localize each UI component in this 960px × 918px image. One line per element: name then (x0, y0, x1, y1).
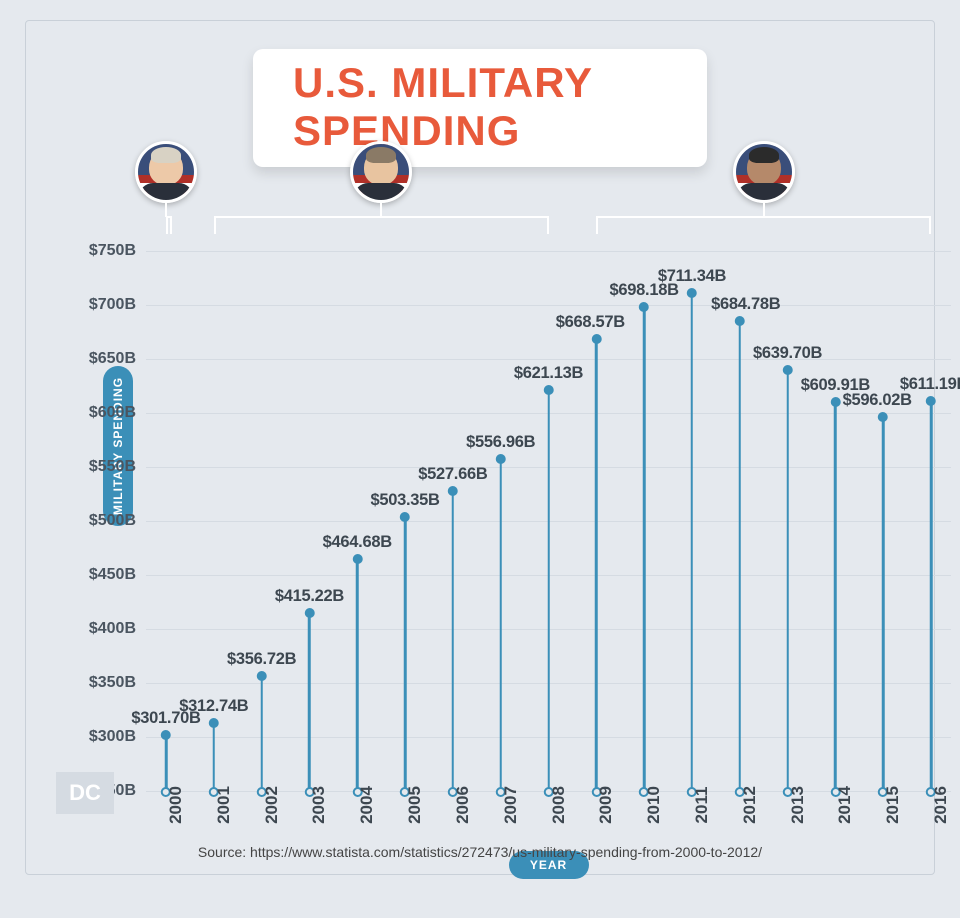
x-tick-label: 2015 (883, 786, 903, 824)
president-avatar-bush (350, 141, 412, 203)
term-bracket-stem (165, 203, 167, 217)
lollipop-dot (544, 385, 554, 395)
term-bracket-stem (380, 203, 382, 217)
president-avatar-obama (733, 141, 795, 203)
chart-area: MILITARY SPENDING YEAR $250B$300B$350B$4… (146, 251, 951, 791)
value-label: $356.72B (227, 650, 296, 669)
value-label: $527.66B (418, 465, 487, 484)
y-tick-label: $650B (89, 350, 146, 368)
value-label: $639.70B (753, 344, 822, 363)
x-tick-label: 2004 (357, 786, 377, 824)
y-tick-label: $750B (89, 242, 146, 260)
brand-logo: DC (56, 772, 114, 814)
x-tick-label: 2007 (501, 786, 521, 824)
value-label: $596.02B (843, 391, 912, 410)
x-tick-label: 2000 (166, 786, 186, 824)
lollipop-dot (878, 412, 888, 422)
value-label: $556.96B (466, 433, 535, 452)
lollipop-stem: $503.35B (404, 517, 407, 791)
y-tick-label: $400B (89, 620, 146, 638)
lollipop-dot (687, 288, 697, 298)
value-label: $621.13B (514, 364, 583, 383)
x-tick-label: 2001 (214, 786, 234, 824)
lollipop-stem: $415.22B (308, 613, 311, 791)
value-label: $711.34B (658, 267, 726, 286)
lollipop-stem: $356.72B (260, 676, 263, 791)
lollipop-stem: $596.02B (882, 417, 885, 791)
lollipop-stem: $609.91B (834, 402, 837, 791)
lollipop-dot (209, 718, 219, 728)
source-text: Source: https://www.statista.com/statist… (26, 844, 934, 860)
x-tick-label: 2012 (740, 786, 760, 824)
y-tick-label: $550B (89, 458, 146, 476)
lollipop-stem: $621.13B (547, 390, 550, 791)
term-bracket (214, 216, 549, 234)
x-tick-label: 2005 (405, 786, 425, 824)
x-tick-label: 2013 (788, 786, 808, 824)
x-tick-label: 2003 (309, 786, 329, 824)
lollipop-dot (735, 316, 745, 326)
x-tick-label: 2011 (692, 787, 712, 824)
x-tick-label: 2010 (644, 786, 664, 824)
lollipop-stem: $464.68B (356, 559, 359, 791)
lollipop-dot (783, 365, 793, 375)
value-label: $684.78B (711, 295, 780, 314)
x-tick-label: 2002 (262, 786, 282, 824)
term-bracket (166, 216, 172, 234)
value-label: $611.19B (900, 375, 960, 394)
term-bracket (596, 216, 931, 234)
lollipop-stem: $312.74B (213, 723, 216, 791)
chart-frame: U.S. MILITARY SPENDING MILITARY SPENDING… (25, 20, 935, 875)
value-label: $464.68B (323, 533, 392, 552)
president-avatar-clinton (135, 141, 197, 203)
value-label: $312.74B (179, 697, 248, 716)
lollipop-dot (448, 486, 458, 496)
y-tick-label: $700B (89, 296, 146, 314)
x-tick-label: 2016 (931, 786, 951, 824)
y-tick-label: $300B (89, 728, 146, 746)
lollipop-dot (400, 512, 410, 522)
lollipop-stem: $684.78B (739, 321, 742, 791)
lollipop-stem: $527.66B (452, 491, 455, 791)
lollipop-dot (161, 730, 171, 740)
lollipop-dot (304, 608, 314, 618)
x-tick-label: 2008 (549, 786, 569, 824)
lollipop-stem: $611.19B (930, 401, 933, 791)
lollipop-stem: $668.57B (595, 339, 598, 791)
value-label: $415.22B (275, 587, 344, 606)
x-tick-label: 2009 (596, 786, 616, 824)
lollipop-stem: $711.34B (691, 293, 694, 791)
lollipop-dot (257, 671, 267, 681)
y-tick-label: $450B (89, 566, 146, 584)
x-tick-label: 2014 (835, 786, 855, 824)
y-axis-label: MILITARY SPENDING (103, 366, 133, 526)
x-tick-label: 2006 (453, 786, 473, 824)
lollipop-dot (352, 554, 362, 564)
term-bracket-stem (763, 203, 765, 217)
lollipop-dot (639, 302, 649, 312)
value-label: $668.57B (556, 313, 625, 332)
lollipop-dot (830, 397, 840, 407)
y-tick-label: $500B (89, 512, 146, 530)
value-label: $503.35B (370, 491, 439, 510)
lollipop-dot (926, 396, 936, 406)
lollipop-stem: $639.70B (786, 370, 789, 791)
lollipop-stem: $301.70B (165, 735, 168, 791)
lollipop-stem: $698.18B (643, 307, 646, 791)
y-tick-label: $350B (89, 674, 146, 692)
lollipop-dot (496, 454, 506, 464)
y-tick-label: $600B (89, 404, 146, 422)
lollipop-stem: $556.96B (499, 459, 502, 791)
lollipop-dot (591, 334, 601, 344)
